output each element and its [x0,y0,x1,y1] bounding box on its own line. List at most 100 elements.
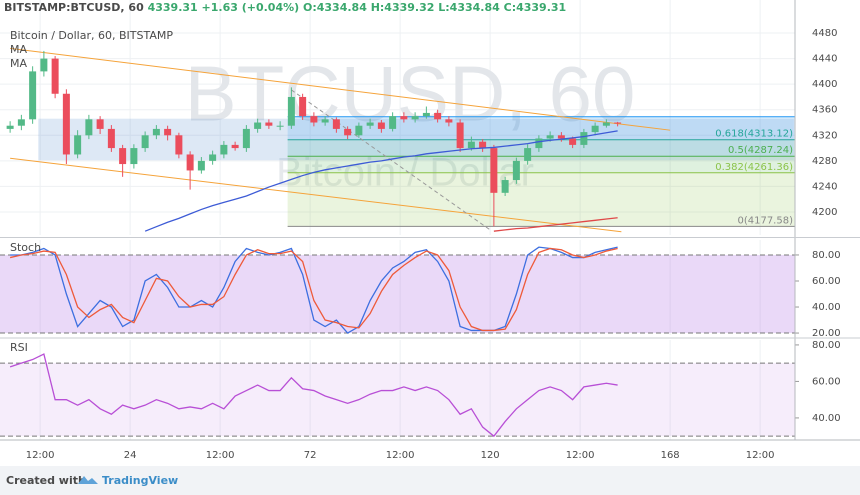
indicator-band [0,254,795,334]
legend-entry: MA [10,57,27,70]
candle-body [524,148,532,161]
candle-body [467,141,475,149]
close: C:4339.31 [504,1,567,14]
candle-body [152,128,160,136]
candle-body [591,125,599,133]
x-tick-label: 12:00 [26,450,55,461]
y-tick-label: 4360 [812,105,837,116]
y-tick-label: 4480 [812,28,837,39]
y-tick-label: 4440 [812,54,837,65]
fib-label: 0(4177.58) [737,215,793,226]
x-tick-label: 24 [124,450,137,461]
candle-body [344,128,352,136]
candle-body [265,122,273,126]
x-tick-label: 120 [481,450,500,461]
candle-body [512,160,520,181]
change: +1.63 (+0.04%) [202,1,300,14]
indicator-line [9,353,618,438]
x-tick-label: 12:00 [206,450,235,461]
candle-body [119,148,127,165]
candle-body [501,180,509,193]
footer-bar [0,466,860,495]
candle-body [377,122,385,129]
fib-zone [287,156,795,173]
x-tick-label: 12:00 [566,450,595,461]
candle-body [614,122,622,124]
candle-body [546,135,554,139]
candle-body [186,154,194,171]
y-tick-label: 60.00 [812,276,841,287]
low: L:4334.84 [438,1,500,14]
candle-body [332,119,340,129]
candle-body [389,116,397,129]
candle-body [580,132,588,145]
fib-label: 0.5(4287.24) [728,145,793,156]
indicator-band [0,363,795,437]
y-tick-label: 4280 [812,156,837,167]
candle-body [107,128,115,149]
candle-body [276,125,284,127]
trend-line [10,157,622,233]
y-tick-label: 60.00 [812,376,841,387]
candle-body [287,96,295,126]
y-tick-label: 4240 [812,181,837,192]
candle-body [164,128,172,136]
candle-body [6,125,14,129]
candle-body [74,135,82,155]
candle-body [231,144,239,149]
y-tick-label: 40.00 [812,413,841,424]
candle-body [299,96,307,117]
candle-body [254,122,262,129]
open: O:4334.84 [303,1,367,14]
legend-entry: MA [10,43,27,56]
candle-body [197,160,205,171]
x-tick-label: 72 [304,450,317,461]
candle-body [130,148,138,165]
trend-line [10,47,671,131]
candle-body [96,119,104,129]
candle-body [445,119,453,123]
fib-label: 0.618(4313.12) [715,129,793,140]
candle-body [220,144,228,155]
candle-body [434,112,442,120]
x-tick-label: 12:00 [746,450,775,461]
candle-body [141,135,149,149]
plot-layer: 12:00 24 12:00 72 12:00 120 12:00 168 12:00 4200 4… [0,0,841,461]
candle-body [17,119,25,126]
candle-body [411,116,419,120]
candle-body [51,58,59,94]
legend-title: Bitcoin / Dollar, 60, BITSTAMP [10,29,173,42]
fib-zone [287,116,795,140]
pane-title: RSI [10,341,28,354]
candle-body [400,116,408,120]
indicator-line [144,130,618,232]
candle-body [569,138,577,145]
fib-zone [287,172,795,227]
candle-body [209,154,217,161]
brand-logo [78,476,98,484]
indicator-line [9,247,618,332]
y-tick-label: 4400 [812,79,837,90]
pane-title: Stoch [10,241,41,254]
high: H:4339.32 [371,1,435,14]
candle-body [40,58,48,72]
candle-body [366,122,374,126]
footer-brand: TradingView [102,474,178,487]
header: BITSTAMP:BTCUSD, 60 4339.31 +1.63 (+0.04… [4,1,566,14]
y-tick-label: 20.00 [812,328,841,339]
candle-body [321,119,329,123]
candle-body [490,148,498,193]
last-price: 4339.31 [148,1,198,14]
y-tick-label: 40.00 [812,302,841,313]
y-tick-label: 80.00 [812,340,841,351]
indicator-line [10,246,618,334]
candle-body [85,119,93,136]
candle-body [557,135,565,139]
fib-label: 0.382(4261.36) [715,162,793,173]
candle-body [310,116,318,123]
x-tick-label: 168 [661,450,680,461]
candle-body [479,141,487,149]
candle-body [62,93,70,155]
